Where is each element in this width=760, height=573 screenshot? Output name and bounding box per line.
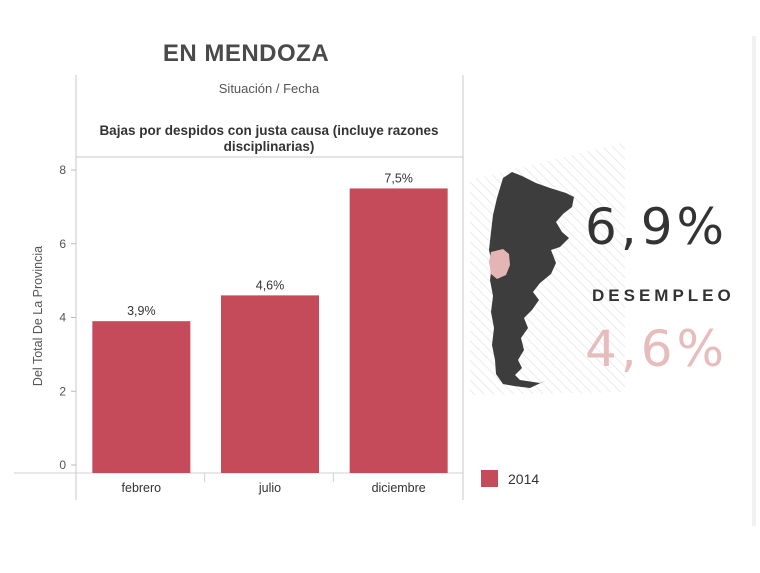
y-tick-label: 2 <box>59 384 66 398</box>
y-tick-label: 4 <box>59 311 66 325</box>
x-tick-label: diciembre <box>372 481 426 495</box>
unemployment-rate-secondary: 4,6% <box>585 320 729 378</box>
y-tick-label: 8 <box>59 163 66 177</box>
legend-label-2014[interactable]: 2014 <box>508 470 540 487</box>
mendoza-province-highlight <box>489 249 510 279</box>
x-tick-label: julio <box>258 481 281 495</box>
unemployment-rate-primary: 6,9% <box>585 198 729 256</box>
bar-febrero[interactable] <box>92 321 191 473</box>
y-tick-label: 0 <box>59 458 66 472</box>
argentina-map-icon <box>489 172 574 388</box>
legend: 2014 <box>481 470 539 487</box>
breadcrumb: Situación / Fecha <box>218 81 320 96</box>
y-tick-label: 6 <box>59 237 66 251</box>
data-label: 3,9% <box>127 304 156 318</box>
data-label: 7,5% <box>384 171 413 185</box>
y-axis-label: Del Total De La Provincia <box>31 246 45 386</box>
bar-julio[interactable] <box>221 295 319 473</box>
bar-diciembre[interactable] <box>349 188 448 473</box>
chart-title: Bajas por despidos con justa causa (incl… <box>99 123 439 154</box>
x-tick-label: febrero <box>122 481 162 495</box>
legend-swatch-2014[interactable] <box>481 470 498 487</box>
unemployment-label: DESEMPLEO <box>592 286 735 305</box>
card-shadow <box>752 36 756 526</box>
page-title: EN MENDOZA <box>162 40 330 67</box>
data-label: 4,6% <box>256 278 285 292</box>
